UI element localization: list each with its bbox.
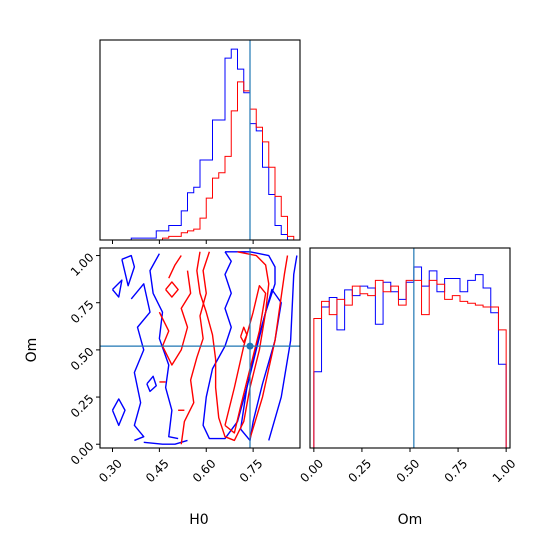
x-tick-label: 0.30	[96, 456, 125, 485]
h0-histogram-panel	[99, 39, 301, 244]
om-histogram-panel: 0.00 0.25 0.50 0.75 1.00	[297, 247, 519, 485]
x-tick-label: 0.25	[345, 456, 374, 485]
x-tick-label: 0.60	[190, 456, 219, 485]
red-contour-line	[249, 255, 289, 439]
blue-contour-line	[146, 375, 157, 393]
h0-om-contour-panel: 0.30 0.45 0.60 0.75 0.00 0.25 0.50 0.75 1.00	[68, 247, 301, 485]
red-contour-line	[224, 285, 267, 434]
blue-histogram-series	[100, 48, 300, 240]
blue-histogram-series	[313, 266, 507, 448]
y-tick-label: 0.75	[68, 297, 97, 326]
contour-h0-om-frame	[99, 247, 301, 449]
x-tick-label: 0.45	[143, 456, 172, 485]
x-tick-label: 0.75	[442, 456, 471, 485]
red-contour-line	[239, 326, 248, 344]
blue-contour-line	[149, 253, 179, 440]
blue-contour-line	[239, 288, 282, 442]
h0-axis-label: H0	[189, 512, 208, 528]
red-histogram-series	[100, 81, 300, 240]
blue-contour-line	[121, 254, 136, 287]
y-tick-label: 1.00	[68, 250, 97, 279]
red-contour-line	[158, 270, 192, 366]
red-contour-line	[196, 251, 270, 442]
blue-contour-line	[111, 398, 126, 427]
y-tick-label: 0.25	[68, 392, 97, 421]
blue-contour-line	[268, 255, 298, 441]
y-tick-label: 0.00	[68, 439, 97, 468]
blue-contour-line	[130, 283, 151, 442]
hist-h0-frame	[99, 39, 301, 241]
red-histogram-series	[313, 279, 507, 448]
truth-point	[246, 342, 254, 350]
om-x-axis-label: Om	[398, 512, 423, 528]
red-contour-line	[168, 255, 182, 279]
x-tick-label: 0.75	[237, 456, 266, 485]
blue-contour-line	[111, 279, 123, 298]
x-tick-label: 0.50	[394, 456, 423, 485]
red-contour-line	[165, 281, 179, 298]
hist-om-frame	[309, 247, 511, 449]
x-tick-label: 1.00	[490, 456, 519, 485]
red-contour-line	[180, 251, 211, 445]
x-tick-label: 0.00	[297, 456, 326, 485]
om-y-axis-label: Om	[24, 338, 40, 363]
blue-contour-line	[202, 251, 276, 440]
y-tick-label: 0.50	[68, 345, 97, 374]
